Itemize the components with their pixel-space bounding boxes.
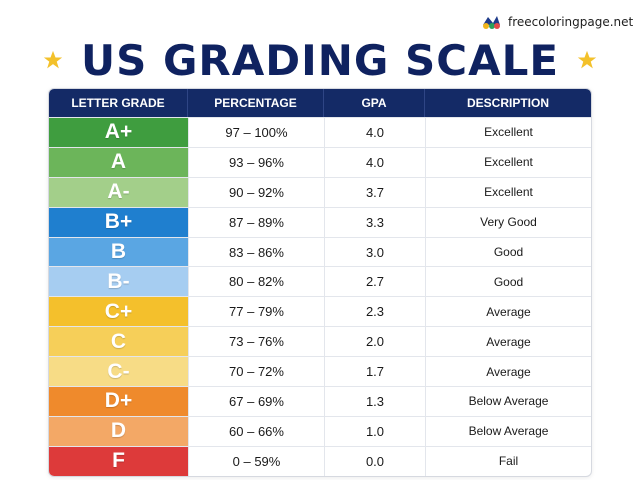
brand-logo: freecoloringpage.net [480,12,633,32]
title-row: US GRADING SCALE [0,32,640,88]
percentage-cell: 60 – 66% [188,416,324,446]
description-cell: Fail [425,446,591,476]
table-row: A 93 – 96% 4.0 Excellent [49,146,591,177]
letter-grade-cell: C+ [49,297,188,327]
page-title: US GRADING SCALE [80,35,560,85]
table-row: D+ 67 – 69% 1.3 Below Average [49,386,591,416]
header-percentage: PERCENTAGE [188,89,324,117]
gpa-cell: 1.3 [324,387,425,416]
grading-table: LETTER GRADE PERCENTAGE GPA DESCRIPTION … [48,88,592,477]
table-row: A- 90 – 92% 3.7 Excellent [49,176,591,207]
paint-palette-icon [483,16,500,29]
letter-grade-cell: C [49,327,188,357]
gpa-cell: 2.0 [324,327,425,357]
percentage-cell: 83 – 86% [188,237,324,267]
gpa-cell: 3.7 [324,177,425,207]
percentage-cell: 93 – 96% [188,147,324,177]
table-row: A+ 97 – 100% 4.0 Excellent [49,117,591,147]
gpa-cell: 2.3 [324,297,425,327]
gpa-cell: 2.7 [324,267,425,297]
gpa-cell: 4.0 [324,118,425,147]
percentage-cell: 80 – 82% [188,267,324,297]
gpa-cell: 3.0 [324,237,425,267]
table-body: A+ 97 – 100% 4.0 Excellent A 93 – 96% 4.0 Excel… [49,117,591,476]
star-icon [577,50,597,69]
gpa-cell: 4.0 [324,147,425,177]
description-cell: Average [425,297,591,327]
percentage-cell: 90 – 92% [188,177,324,207]
table-row: C+ 77 – 79% 2.3 Average [49,296,591,327]
description-cell: Average [425,327,591,357]
letter-grade-cell: D [49,416,188,446]
percentage-cell: 87 – 89% [188,207,324,237]
letter-grade-cell: B+ [49,207,188,237]
description-cell: Very Good [425,207,591,237]
star-icon [43,50,63,69]
brand-name: freecoloringpage.net [508,15,634,29]
description-cell: Average [425,357,591,387]
table-row: C- 70 – 72% 1.7 Average [49,356,591,387]
header-gpa: GPA [324,89,425,117]
header-description: DESCRIPTION [466,96,549,110]
description-cell: Excellent [425,177,591,207]
header-letter-grade: LETTER GRADE [49,89,188,117]
letter-grade-cell: D+ [49,387,188,416]
description-cell: Below Average [425,387,591,416]
description-cell: Excellent [425,147,591,177]
percentage-cell: 77 – 79% [188,297,324,327]
letter-grade-cell: A [49,147,188,177]
letter-grade-cell: A+ [49,118,188,147]
table-row: D 60 – 66% 1.0 Below Average [49,415,591,446]
table-row: B+ 87 – 89% 3.3 Very Good [49,206,591,237]
table-row: B 83 – 86% 3.0 Good [49,236,591,267]
gpa-cell: 1.7 [324,357,425,387]
table-row: B- 80 – 82% 2.7 Good [49,266,591,297]
percentage-cell: 0 – 59% [188,446,324,476]
table-header: LETTER GRADE PERCENTAGE GPA DESCRIPTION [49,89,591,117]
percentage-cell: 67 – 69% [188,387,324,416]
description-cell: Excellent [425,118,591,147]
table-row: C 73 – 76% 2.0 Average [49,326,591,357]
description-cell: Good [425,267,591,297]
letter-grade-cell: C- [49,357,188,387]
letter-grade-cell: F [49,446,188,476]
percentage-cell: 73 – 76% [188,327,324,357]
description-cell: Below Average [425,416,591,446]
gpa-cell: 3.3 [324,207,425,237]
percentage-cell: 97 – 100% [188,118,324,147]
letter-grade-cell: B [49,237,188,267]
description-cell: Good [425,237,591,267]
gpa-cell: 0.0 [324,446,425,476]
letter-grade-cell: B- [49,267,188,297]
gpa-cell: 1.0 [324,416,425,446]
percentage-cell: 70 – 72% [188,357,324,387]
letter-grade-cell: A- [49,177,188,207]
